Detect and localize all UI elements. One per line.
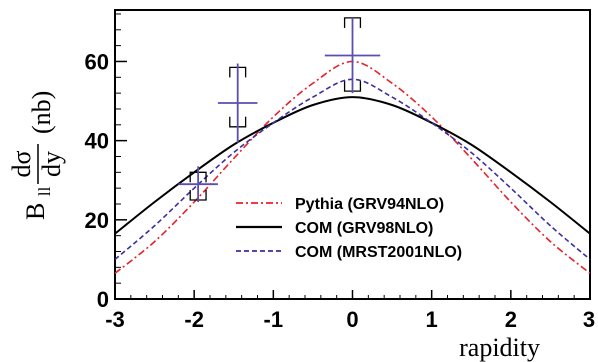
legend-label-0: Pythia (GRV94NLO) xyxy=(295,196,444,213)
y-tick-label: 40 xyxy=(85,129,109,154)
data-point-0 xyxy=(178,166,218,203)
y-axis-label-subscript: ll xyxy=(35,186,54,196)
x-tick-label: -3 xyxy=(105,307,125,332)
series-curve-0 xyxy=(114,60,591,274)
x-tick-label: -2 xyxy=(184,307,204,332)
y-axis-label-prefix: B xyxy=(21,203,50,220)
svg-text:B ll: B ll xyxy=(21,186,54,220)
x-tick-label: -1 xyxy=(264,307,284,332)
x-tick-label: 1 xyxy=(426,307,438,332)
legend-label-2: COM (MRST2001NLO) xyxy=(295,244,462,261)
y-axis-label: B ll dσ dy (nb) xyxy=(7,91,66,220)
syst-bracket-upper xyxy=(343,17,362,28)
y-tick-label: 0 xyxy=(97,287,109,312)
x-tick-label: 2 xyxy=(505,307,517,332)
series-curve-1 xyxy=(114,96,591,235)
y-tick-label: 20 xyxy=(85,208,109,233)
x-axis-label: rapidity xyxy=(459,333,540,362)
series-curves xyxy=(114,60,591,274)
y-axis-label-denominator: dy xyxy=(37,151,66,177)
legend: Pythia (GRV94NLO) COM (GRV98NLO) COM (MRST… xyxy=(236,196,462,261)
axis-ticks xyxy=(114,13,591,300)
tick-labels: -3 -2 -1 0 1 2 3 0 20 40 60 xyxy=(85,49,596,332)
y-axis-label-unit: (nb) xyxy=(27,91,56,134)
y-tick-label: 60 xyxy=(85,49,109,74)
y-axis-label-numerator: dσ xyxy=(7,150,36,177)
data-point-1 xyxy=(217,63,258,143)
x-tick-label: 0 xyxy=(346,307,358,332)
x-tick-label: 3 xyxy=(583,307,595,332)
data-point-2 xyxy=(324,17,381,94)
measured-points xyxy=(178,17,381,203)
legend-label-1: COM (GRV98NLO) xyxy=(295,220,433,237)
